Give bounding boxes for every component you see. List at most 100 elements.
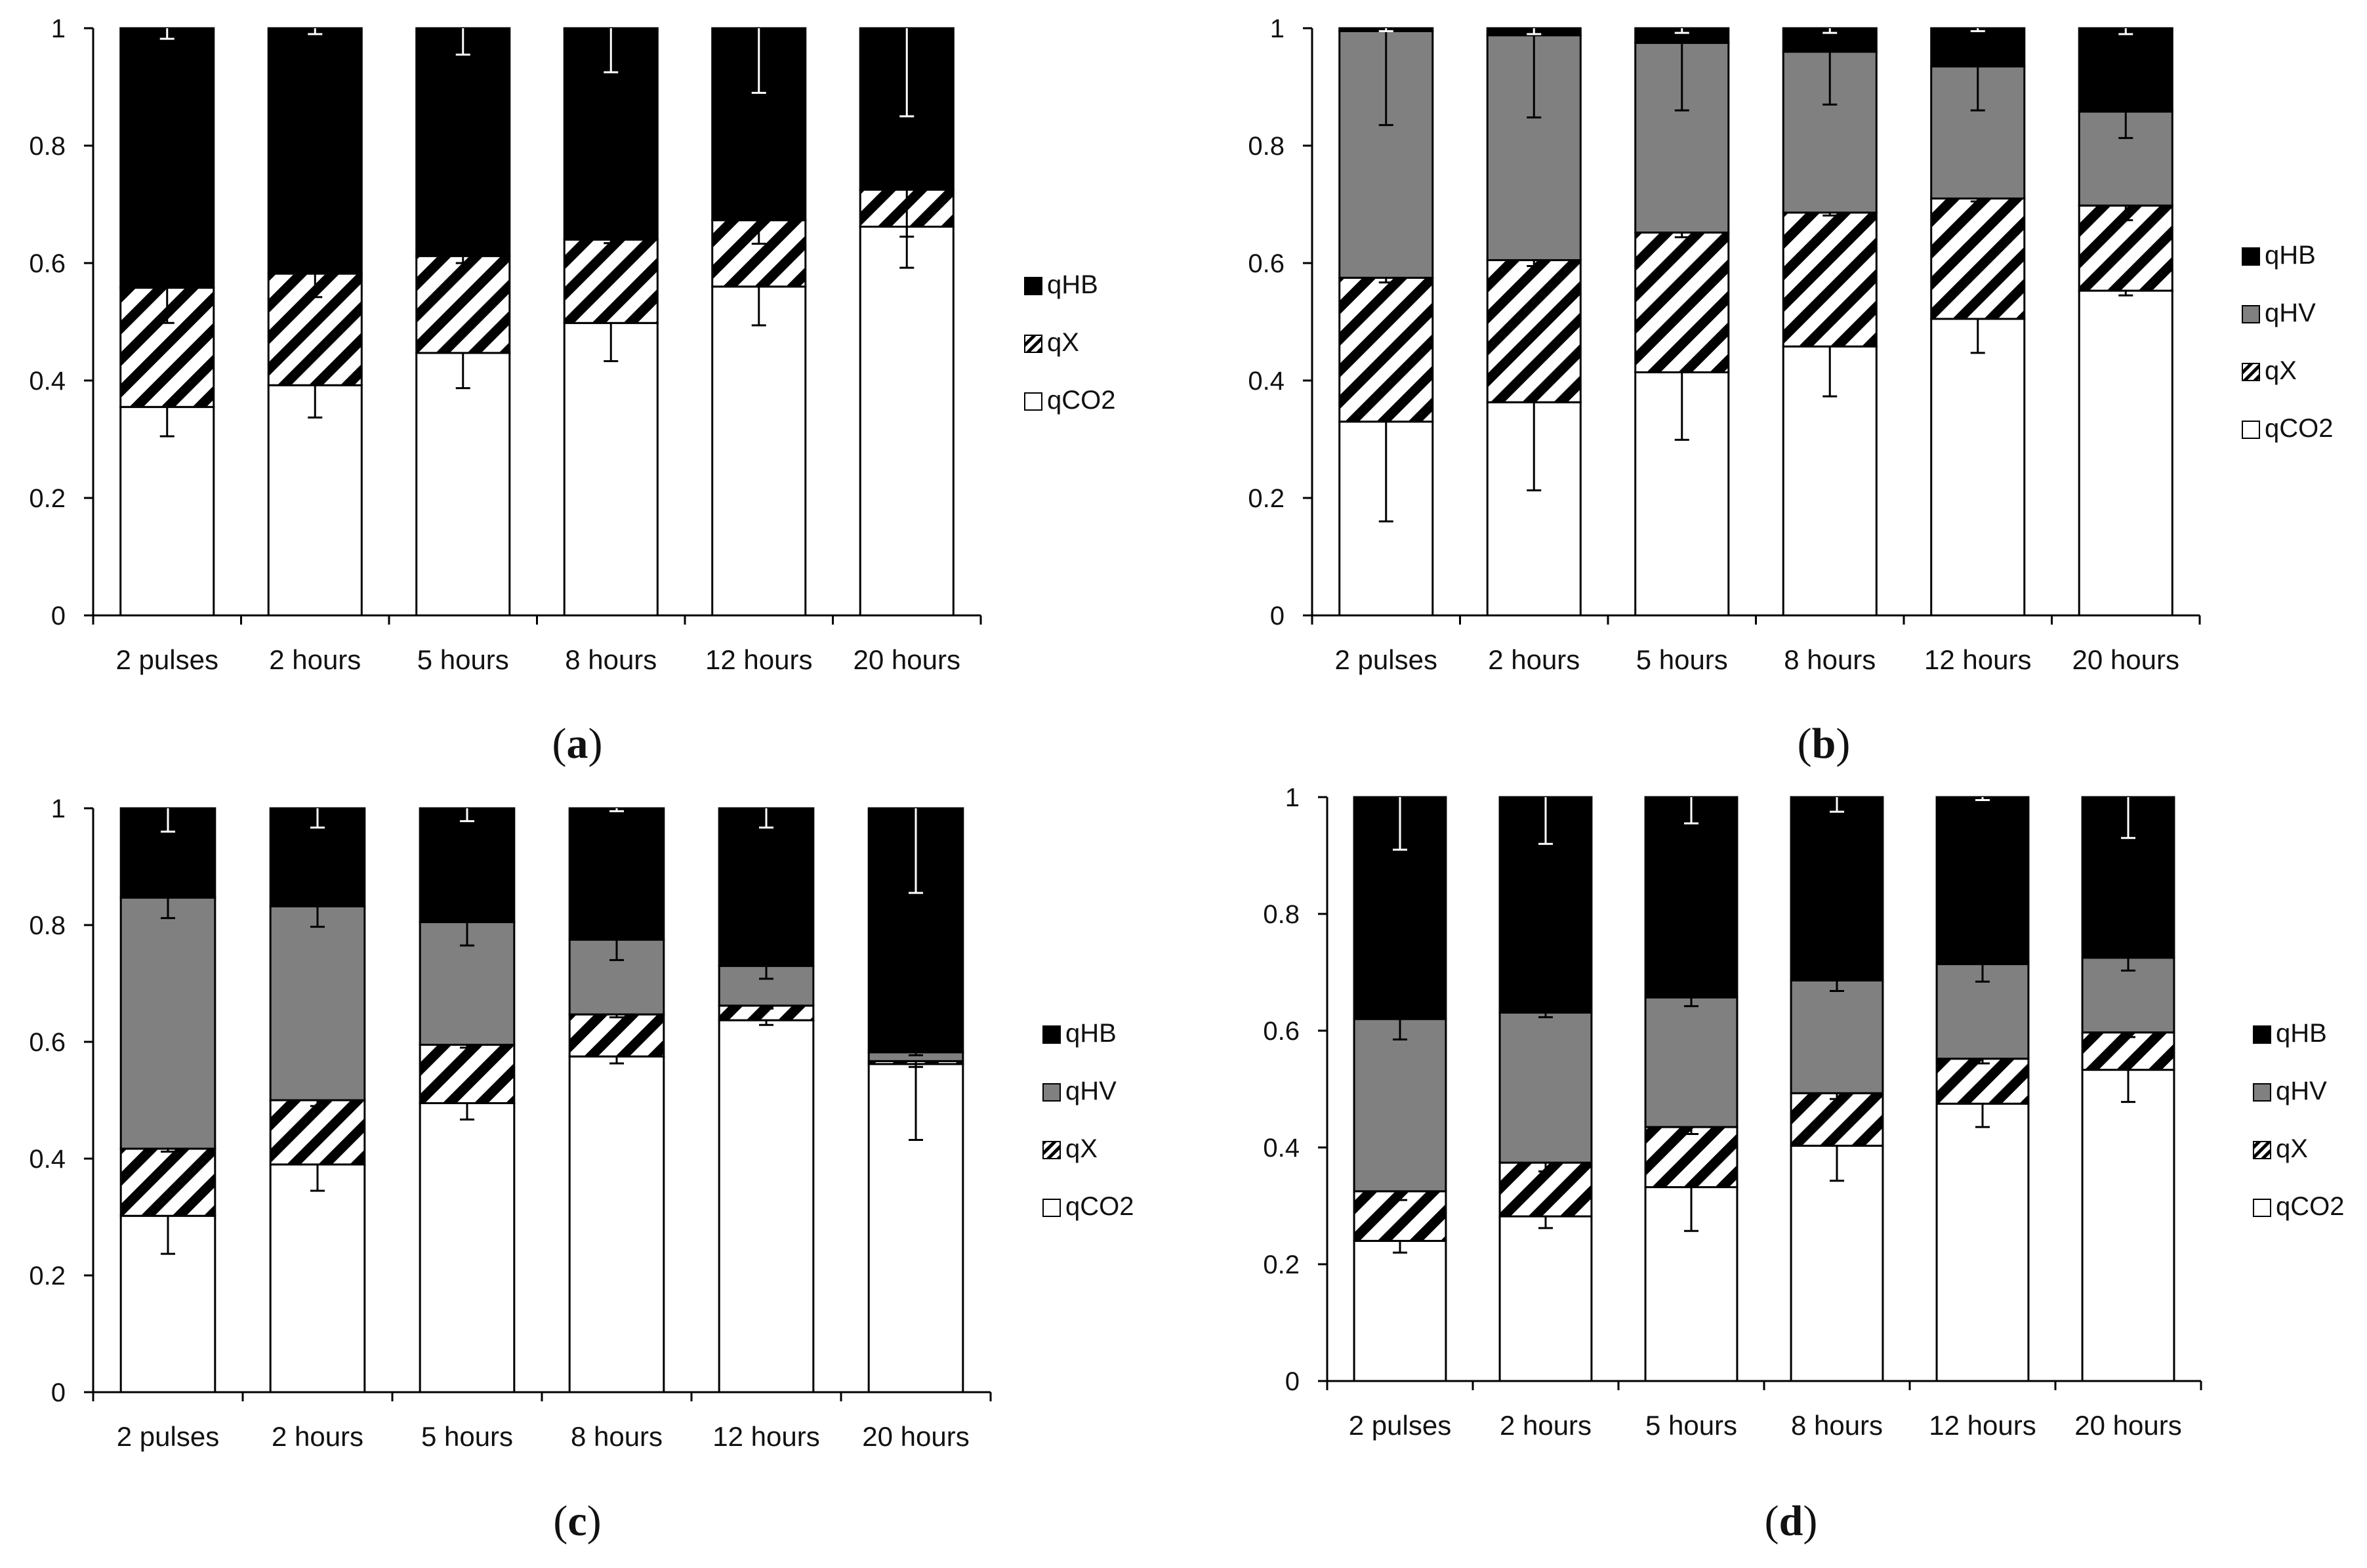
bar-segment-qCO2-5 <box>2081 1069 2175 1382</box>
bar-segment-qHV-0 <box>119 896 216 1150</box>
y-tick-label: 0.4 <box>1248 367 1285 396</box>
bar-segment-qX-0 <box>1338 276 1434 423</box>
y-tick-label: 1 <box>1285 783 1300 812</box>
bar-segment-qX-2 <box>415 255 511 354</box>
legend-swatch-qCO2 <box>2253 1199 2271 1217</box>
bar-segment-qHB-2 <box>415 27 511 257</box>
bar-segment-qCO2-1 <box>1498 1215 1593 1382</box>
legend-swatch-qX <box>1042 1141 1061 1159</box>
legend-swatch-qHV <box>1042 1083 1061 1102</box>
bar-segment-qX-2 <box>1634 231 1730 373</box>
legend-swatch-qHB <box>2253 1025 2271 1044</box>
bar-segment-qHB-4 <box>1930 27 2026 68</box>
bar-segment-qX-4 <box>1930 197 2026 320</box>
legend-swatch-qX <box>2242 363 2260 381</box>
chart-panel-c: 0 0.2 0.4 0.6 0.8 1 2 pulses 2 hours 5 hours 8 ho… <box>29 794 1134 1545</box>
bar-segment-qX-4 <box>1935 1058 2030 1105</box>
bar-segment-qHB-3 <box>568 807 665 941</box>
legend-label-qX: qX <box>2276 1134 2308 1163</box>
x-tick-label: 5 hours <box>417 644 509 675</box>
legend-swatch-qHB <box>2242 247 2260 266</box>
y-tick-label: 0.6 <box>29 249 66 278</box>
bar-segment-qHV-1 <box>269 905 366 1102</box>
x-tick-label: 2 pulses <box>117 1421 219 1452</box>
x-tick-label: 5 hours <box>421 1421 513 1452</box>
bar-segment-qX-3 <box>563 238 659 324</box>
x-tick-label: 8 hours <box>565 644 657 675</box>
legend-label-qX: qX <box>1065 1134 1098 1163</box>
legend-label-qHV: qHV <box>1065 1077 1117 1105</box>
bar-segment-qHV-0 <box>1353 1018 1447 1193</box>
x-tick-label: 2 hours <box>269 644 361 675</box>
bar-segment-qCO2-1 <box>269 1163 366 1393</box>
x-tick-label: 2 hours <box>1488 644 1580 675</box>
x-tick-label: 5 hours <box>1645 1410 1737 1441</box>
bar-segment-qX-3 <box>1782 211 1878 348</box>
bar-segment-qX-2 <box>419 1043 516 1104</box>
legend-swatch-qCO2 <box>1042 1199 1061 1217</box>
legend-label-qCO2: qCO2 <box>2276 1192 2345 1221</box>
y-tick-label: 0 <box>51 602 66 630</box>
bar-segment-qCO2-4 <box>718 1019 815 1393</box>
x-tick-label: 12 hours <box>705 644 812 675</box>
x-tick-label: 20 hours <box>2072 644 2179 675</box>
y-tick-label: 0.4 <box>1263 1134 1300 1163</box>
y-tick-label: 0 <box>51 1378 66 1407</box>
panel-label: (c) <box>553 1497 601 1545</box>
bar-segment-qCO2-2 <box>419 1102 516 1393</box>
bar-segment-qHB-3 <box>1790 796 1884 981</box>
y-tick-label: 0.2 <box>1263 1250 1300 1279</box>
y-tick-label: 0.4 <box>29 367 66 396</box>
x-tick-label: 2 pulses <box>1335 644 1437 675</box>
y-tick-label: 0.8 <box>29 911 66 940</box>
x-tick-label: 5 hours <box>1636 644 1728 675</box>
panel-label: (b) <box>1798 720 1851 768</box>
legend-label-qX: qX <box>1047 328 1079 357</box>
legend-label-qHB: qHB <box>2265 241 2316 270</box>
bar-segment-qHB-0 <box>119 27 215 289</box>
bar-segment-qCO2-4 <box>711 285 807 617</box>
legend-label-qHV: qHV <box>2265 299 2316 327</box>
panel-label: (d) <box>1765 1497 1818 1545</box>
legend-swatch-qCO2 <box>2242 421 2260 439</box>
bar-segment-qCO2-0 <box>119 405 215 617</box>
legend-label-qHB: qHB <box>1065 1019 1117 1048</box>
bar-segment-qCO2-4 <box>1930 318 2026 617</box>
y-tick-label: 0 <box>1285 1367 1300 1396</box>
bar-segment-qHV-1 <box>1498 1011 1593 1164</box>
legend-swatch-qHV <box>2242 305 2260 323</box>
legend-label-qCO2: qCO2 <box>1047 386 1116 415</box>
x-tick-label: 12 hours <box>712 1421 819 1452</box>
y-tick-label: 0 <box>1270 602 1285 630</box>
legend-label-qHV: qHV <box>2276 1077 2327 1105</box>
legend-label-qHB: qHB <box>2276 1019 2327 1048</box>
bar-segment-qCO2-5 <box>859 226 955 617</box>
bar-segment-qCO2-0 <box>1353 1239 1447 1382</box>
bar-segment-qX-3 <box>568 1013 665 1058</box>
legend-label-qHB: qHB <box>1047 270 1098 299</box>
bar-segment-qCO2-3 <box>568 1055 665 1393</box>
x-tick-label: 8 hours <box>571 1421 663 1452</box>
y-tick-label: 0.4 <box>29 1145 66 1174</box>
bar-segment-qHB-4 <box>718 807 815 967</box>
y-tick-label: 0.2 <box>29 1262 66 1290</box>
y-tick-label: 0.8 <box>29 132 66 161</box>
bar-segment-qHV-4 <box>718 964 815 1007</box>
bar-segment-qHV-2 <box>1644 996 1739 1128</box>
bar-segment-qHB-2 <box>1644 796 1739 999</box>
bar-segment-qCO2-2 <box>415 352 511 617</box>
bar-segment-qCO2-4 <box>1935 1102 2030 1382</box>
y-tick-label: 0.2 <box>1248 484 1285 513</box>
legend-swatch-qX <box>2253 1141 2271 1159</box>
y-tick-label: 0.8 <box>1263 900 1300 929</box>
bar-segment-qX-2 <box>1644 1126 1739 1189</box>
x-tick-label: 20 hours <box>2074 1410 2181 1441</box>
x-tick-label: 2 pulses <box>116 644 218 675</box>
x-tick-label: 2 pulses <box>1349 1410 1451 1441</box>
chart-panel-a: 0 0.2 0.4 0.6 0.8 1 2 pulses 2 hours 5 hours 8 ho… <box>29 14 1115 768</box>
legend-swatch-qCO2 <box>1024 392 1042 411</box>
bar-segment-qX-3 <box>1790 1092 1884 1147</box>
x-tick-label: 8 hours <box>1784 644 1876 675</box>
x-tick-label: 2 hours <box>1500 1410 1592 1441</box>
